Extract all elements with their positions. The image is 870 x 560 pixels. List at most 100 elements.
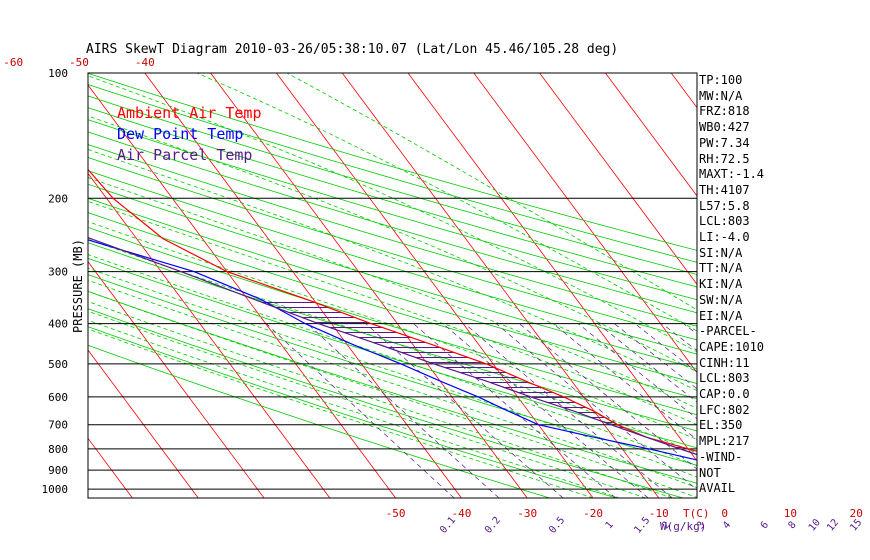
side-panel-item: WB0:427 (699, 120, 750, 135)
pressure-tick-label: 300 (48, 266, 68, 279)
pressure-tick-label: 600 (48, 391, 68, 404)
isotherm-line (605, 73, 697, 197)
pressure-tick-label: 400 (48, 318, 68, 331)
moist-adiabat-line (88, 310, 646, 498)
moist-adiabat-line (88, 200, 697, 426)
mixing-ratio-tick-label: 8 (787, 520, 799, 532)
bottom-temp-tick-label: -20 (583, 507, 603, 520)
top-temp-tick-label: -50 (69, 56, 89, 69)
mixing-ratio-line (307, 323, 500, 498)
isotherm-line (737, 73, 870, 498)
isotherm-line (276, 73, 594, 498)
isotherm-line (539, 73, 697, 285)
mixing-ratio-line (442, 323, 649, 498)
top-temp-tick-label: -40 (135, 56, 155, 69)
dry-adiabat-line (88, 183, 697, 370)
side-panel-item: -PARCEL- (699, 324, 757, 339)
pressure-tick-label: 100 (48, 67, 68, 80)
chart-title: AIRS SkewT Diagram 2010-03-26/05:38:10.0… (86, 42, 618, 57)
x-axis-label: T(C) (683, 507, 710, 520)
isotherm-line (210, 73, 528, 498)
pressure-tick-label: 500 (48, 358, 68, 371)
isotherm-line (88, 437, 133, 498)
mixing-ratio-line (552, 323, 697, 441)
dry-adiabat-line (88, 170, 697, 355)
moist-adiabat-line (88, 238, 697, 454)
moist-adiabat-line (88, 267, 697, 478)
side-panel-item: RH:72.5 (699, 151, 750, 166)
side-panel-item: MPL:217 (699, 434, 750, 449)
moist-adiabat-line (88, 221, 697, 440)
bottom-temp-tick-label: 10 (784, 507, 797, 520)
bottom-temp-tick-label: 20 (850, 507, 863, 520)
dry-adiabat-line (88, 73, 697, 251)
dry-adiabat-line (88, 157, 697, 341)
pressure-tick-label: 200 (48, 192, 68, 205)
plot-border (87, 72, 698, 499)
dry-adiabat-line (88, 84, 697, 263)
side-panel-item: FRZ:818 (699, 104, 750, 119)
pressure-tick-label: 900 (48, 464, 68, 477)
side-panel-item: EL:350 (699, 418, 743, 433)
bottom-temp-tick-label: -40 (451, 507, 471, 520)
side-panel-item: LCL:803 (699, 371, 750, 386)
isotherm-line (88, 172, 331, 498)
side-panel-item: EI:N/A (699, 308, 743, 323)
dry-adiabat-line (88, 95, 697, 275)
side-panel-item: KI:N/A (699, 277, 743, 292)
mixing-ratio-tick-label: 0.2 (483, 515, 503, 536)
side-panel-item: CAP:0.0 (699, 387, 750, 401)
legend-ambient-air-temp: Ambient Air Temp (117, 104, 262, 122)
bottom-temp-tick-label: 0 (721, 507, 728, 520)
isotherm-line (0, 73, 67, 498)
dry-adiabat-line (88, 226, 697, 416)
mixing-ratio-line (365, 323, 564, 498)
side-panel-item: LFC:802 (699, 402, 750, 417)
air-parcel-temp-curve (88, 237, 697, 456)
legend-air-parcel-temp: Air Parcel Temp (117, 146, 252, 164)
dry-adiabat-line (88, 107, 697, 288)
dry-adiabat-line (88, 144, 697, 327)
ambient-air-temp-curve (88, 168, 697, 452)
bottom-temp-tick-label: -50 (386, 507, 406, 520)
top-temp-tick-label: -60 (3, 56, 23, 69)
mixing-ratio-tick-label: 12 (825, 517, 841, 533)
isotherm-line (803, 73, 870, 498)
pressure-tick-label: 700 (48, 419, 68, 432)
moist-adiabat-line (88, 328, 594, 498)
isotherm-line (88, 84, 396, 498)
side-panel-item: -WIND- (699, 449, 743, 464)
isotherm-line (88, 349, 199, 498)
mixing-ratio-axis-label: W(g/kg) (660, 520, 706, 533)
mixing-ratio-tick-label: 1 (604, 520, 616, 532)
legend-dew-point-temp: Dew Point Temp (117, 125, 243, 143)
dry-adiabat-line (88, 257, 697, 449)
moist-adiabat-line (88, 254, 697, 467)
isotherm-line (88, 261, 265, 498)
y-axis-label: PRESSURE (MB) (71, 239, 85, 333)
isotherm-line (407, 73, 697, 462)
isotherm-line (473, 73, 697, 374)
dry-adiabat-line (88, 119, 697, 301)
dry-adiabat-line (88, 131, 697, 314)
mixing-ratio-line (495, 323, 697, 491)
dry-adiabat-line (88, 197, 697, 384)
side-panel-item: MAXT:-1.4 (699, 167, 765, 182)
side-panel-item: TP:100 (699, 73, 743, 87)
moist-adiabat-line (88, 290, 697, 498)
mixing-ratio-tick-label: 4 (721, 520, 733, 532)
side-panel-item: PW:7.34 (699, 135, 750, 150)
side-panel-item: LI:-4.0 (699, 230, 750, 244)
mixing-ratio-tick-label: 10 (807, 517, 823, 533)
legend: Ambient Air Temp Dew Point Temp Air Parc… (117, 104, 262, 164)
side-panel-item: AVAIL (699, 481, 736, 496)
bottom-temp-tick-label: -10 (649, 507, 669, 520)
moist-adiabat-line (88, 149, 697, 392)
moist-adiabat-line (196, 73, 697, 332)
side-panel-item: LCL:803 (699, 214, 750, 229)
dry-adiabat-line (88, 344, 550, 498)
mixing-ratio-tick-label: 0.5 (547, 515, 567, 536)
side-panel-item: MW:N/A (699, 88, 743, 103)
isotherm-line (144, 73, 462, 498)
